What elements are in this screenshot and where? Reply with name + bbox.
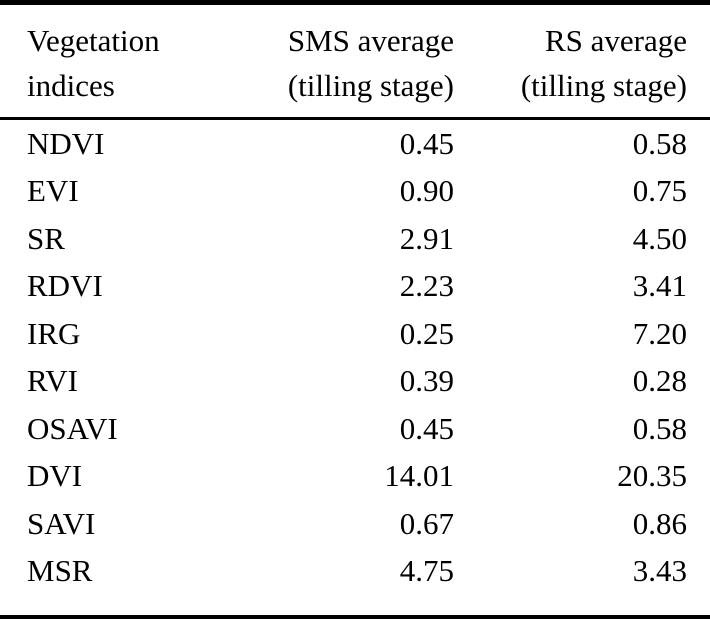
sms-average-cell: 0.67 (399, 505, 454, 541)
vegetation-index-cell: OSAVI (27, 410, 118, 446)
rs-average-cell: 0.75 (632, 173, 687, 209)
table-row: RDVI 2.23 3.41 (0, 263, 710, 311)
vegetation-index-cell: MSR (27, 553, 93, 589)
sms-average-cell: 2.23 (399, 268, 454, 304)
rs-average-cell: 20.35 (617, 458, 687, 494)
sms-average-cell: 14.01 (384, 458, 454, 494)
table-row: SAVI 0.67 0.86 (0, 500, 710, 548)
vegetation-index-cell: SR (27, 220, 65, 256)
vegetation-index-cell: IRG (27, 315, 81, 351)
rs-average-cell: 3.43 (632, 553, 687, 589)
table-row: SR 2.91 4.50 (0, 215, 710, 263)
rs-average-cell: 0.28 (632, 363, 687, 399)
sms-average-cell: 0.39 (399, 363, 454, 399)
table-row: NDVI 0.45 0.58 (0, 119, 710, 168)
column-header-line: RS average (544, 23, 687, 58)
column-header-line: SMS average (287, 23, 454, 58)
vegetation-index-cell: DVI (27, 458, 83, 494)
sms-average-cell: 2.91 (399, 220, 454, 256)
column-header-line: indices (27, 68, 115, 103)
table-header: Vegetation indices SMS average (tilling … (0, 3, 710, 119)
vegetation-index-cell: RVI (27, 363, 78, 399)
column-header-sms-average: SMS average (tilling stage) (210, 3, 455, 119)
sms-average-cell: 0.45 (399, 410, 454, 446)
sms-average-cell: 0.45 (399, 125, 454, 161)
column-header-line: Vegetation (27, 23, 160, 58)
column-header-vegetation-indices: Vegetation indices (0, 3, 210, 119)
table-body: NDVI 0.45 0.58 EVI 0.90 0.75 SR 2.91 4.5… (0, 119, 710, 618)
table-row: RVI 0.39 0.28 (0, 358, 710, 406)
vegetation-index-cell: EVI (27, 173, 79, 209)
rs-average-cell: 4.50 (632, 220, 687, 256)
sms-average-cell: 0.25 (399, 315, 454, 351)
column-header-rs-average: RS average (tilling stage) (455, 3, 710, 119)
table-row: MSR 4.75 3.43 (0, 548, 710, 618)
rs-average-cell: 3.41 (632, 268, 687, 304)
sms-average-cell: 4.75 (399, 553, 454, 589)
header-row: Vegetation indices SMS average (tilling … (0, 3, 710, 119)
table-row: IRG 0.25 7.20 (0, 310, 710, 358)
rs-average-cell: 0.58 (632, 125, 687, 161)
table-row: OSAVI 0.45 0.58 (0, 405, 710, 453)
rs-average-cell: 7.20 (632, 315, 687, 351)
vegetation-index-cell: RDVI (27, 268, 103, 304)
column-header-line: (tilling stage) (520, 68, 687, 103)
table-row: EVI 0.90 0.75 (0, 168, 710, 216)
rs-average-cell: 0.58 (632, 410, 687, 446)
vegetation-index-cell: SAVI (27, 505, 96, 541)
column-header-line: (tilling stage) (287, 68, 454, 103)
table-row: DVI 14.01 20.35 (0, 453, 710, 501)
vegetation-index-cell: NDVI (27, 125, 105, 161)
rs-average-cell: 0.86 (632, 505, 687, 541)
sms-average-cell: 0.90 (399, 173, 454, 209)
